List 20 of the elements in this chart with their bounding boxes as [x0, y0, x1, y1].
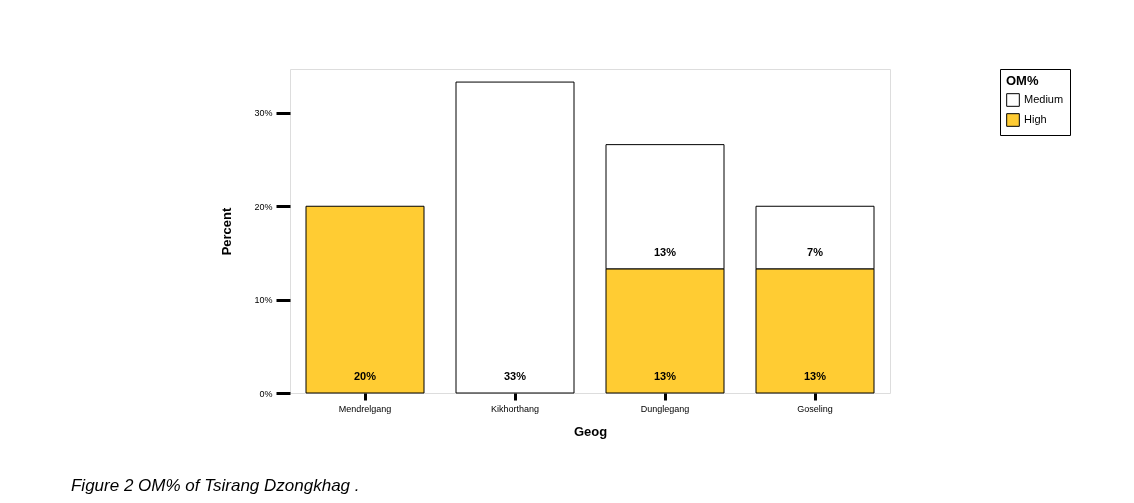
y-axis-title: Percent: [219, 206, 235, 256]
x-tick-label: Mendrelgang: [338, 403, 392, 414]
y-tick-label: 20%: [254, 201, 273, 212]
x-tick-label: Dunglegang: [640, 403, 690, 414]
data-label: 33%: [503, 370, 527, 382]
x-axis-title: Geog: [573, 423, 608, 439]
x-tick-label: Kikhorthang: [490, 403, 540, 414]
data-label: 20%: [353, 370, 377, 382]
y-tick-label: 0%: [259, 388, 273, 399]
y-tick-label: 10%: [254, 295, 273, 306]
data-label: 7%: [807, 245, 824, 258]
x-tick-label: Goseling: [797, 403, 833, 414]
legend-title: OM%: [1006, 73, 1039, 88]
caption: Figure 2 OM% of Tsirang Dzongkhag .: [70, 476, 360, 495]
legend-label: Medium: [1024, 93, 1064, 105]
data-label: 13%: [653, 370, 677, 382]
data-label: 13%: [653, 245, 677, 258]
legend-label: High: [1024, 113, 1047, 125]
y-tick-label: 30%: [254, 108, 273, 119]
data-label: 13%: [803, 370, 827, 382]
